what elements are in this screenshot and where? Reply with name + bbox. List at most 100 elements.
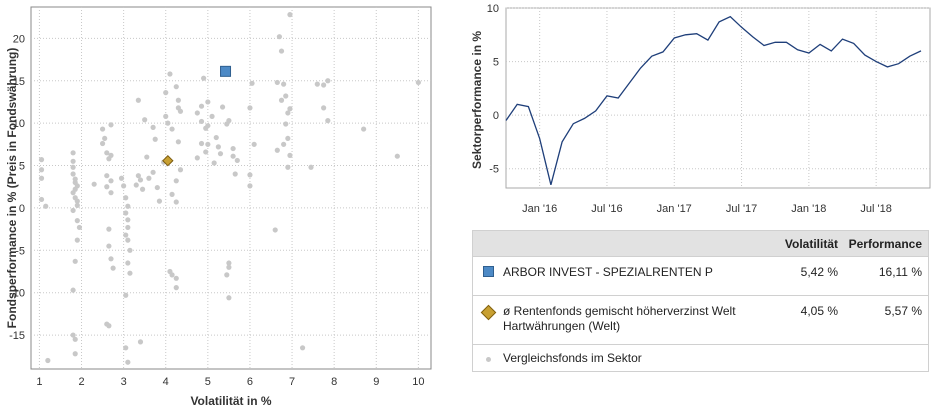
comparison-fund-point: [137, 339, 144, 345]
comparison-fund-point: [74, 237, 80, 243]
comparison-fund-point: [99, 140, 106, 147]
comparison-fund-point: [45, 357, 51, 364]
comparison-fund-point: [125, 359, 131, 365]
line-plot-area: [505, 7, 931, 189]
comparison-fund-point: [276, 34, 283, 40]
comparison-fund-point: [226, 264, 232, 270]
comparison-fund-point: [106, 243, 112, 249]
comparison-fund-point: [281, 141, 287, 147]
scatter-x-tick-label: 3: [121, 376, 127, 388]
comparison-fund-point: [198, 103, 205, 109]
comparison-fund-point: [394, 153, 400, 159]
comparison-fund-point: [125, 217, 131, 223]
comparison-fund-point: [283, 121, 289, 127]
comparison-fund-point: [125, 224, 131, 231]
comparison-fund-point: [308, 164, 314, 170]
sector-performance-line: [505, 15, 922, 185]
comparison-fund-point: [70, 190, 76, 196]
line-x-tick-label: Jul '16: [591, 203, 622, 215]
comparison-fund-point: [135, 173, 141, 179]
comparison-fund-point: [361, 126, 367, 132]
comparison-label: Vergleichsfonds im Sektor: [503, 351, 642, 365]
comparison-fund-point: [139, 186, 146, 192]
comparison-fund-point: [38, 156, 45, 163]
legend-header-row: Volatilität Performance: [473, 231, 928, 256]
legend-table: Volatilität Performance ARBOR INVEST - S…: [472, 230, 929, 372]
comparison-fund-point: [156, 198, 163, 204]
comparison-fund-point: [201, 75, 207, 81]
comparison-fund-point: [285, 110, 291, 116]
comparison-fund-point: [321, 82, 327, 88]
comparison-fund-point: [104, 173, 110, 179]
comparison-fund-point: [217, 151, 224, 157]
legend-header-volatility: Volatilität: [784, 236, 838, 251]
comparison-fund-point: [123, 232, 129, 238]
comparison-fund-point: [177, 167, 184, 173]
scatter-y-tick-label: 5: [19, 161, 25, 173]
comparison-fund-point: [205, 99, 211, 105]
comparison-fund-point: [173, 199, 179, 205]
comparison-fund-point: [154, 184, 160, 191]
line-y-tick-label: 10: [487, 3, 499, 15]
comparison-fund-point: [230, 145, 236, 152]
comparison-fund-point: [125, 237, 131, 243]
comparison-fund-point: [70, 287, 76, 293]
comparison-fund-point: [70, 150, 76, 156]
scatter-y-tick-label: 10: [13, 118, 25, 130]
scatter-comparison-points: [38, 12, 421, 365]
comparison-fund-point: [230, 153, 236, 159]
legend-header-symbol-cell: [473, 239, 503, 248]
legend-row-fund: ARBOR INVEST - SPEZIALRENTEN P 5,42 % 16…: [473, 256, 928, 295]
comparison-fund-point: [123, 195, 129, 201]
scatter-x-tick-label: 2: [78, 376, 84, 388]
comparison-fund-point: [205, 141, 211, 147]
comparison-fund-point: [173, 275, 179, 281]
average-performance: 5,57 %: [884, 304, 922, 318]
comparison-fund-point: [283, 93, 289, 99]
scatter-x-tick-label: 8: [331, 376, 337, 388]
line-y-tick-label: 0: [493, 110, 499, 122]
comparison-fund-point: [198, 140, 205, 147]
average-name-line2: Hartwährungen (Welt): [503, 319, 621, 333]
comparison-fund-point: [72, 351, 78, 357]
comparison-fund-point: [150, 124, 156, 130]
comparison-fund-point: [74, 198, 80, 204]
line-x-tick-label: Jan '16: [522, 203, 557, 215]
comparison-fund-point: [133, 182, 139, 188]
comparison-fund-point: [194, 110, 200, 116]
comparison-fund-point: [219, 104, 226, 110]
scatter-x-tick-label: 10: [412, 376, 424, 388]
scatter-chart: 1 2 3 4 5 6 7 8 9 10 -15 -10 -5 0 5 10 15 20 Volatilität…: [5, 6, 432, 408]
comparison-fund-point: [121, 183, 127, 189]
comparison-fund-point: [247, 172, 253, 178]
comparison-fund-point: [247, 105, 253, 111]
comparison-fund-point: [108, 152, 114, 158]
comparison-symbol-cell: [473, 345, 503, 362]
comparison-fund-point: [38, 196, 45, 203]
comparison-fund-point: [74, 202, 80, 208]
comparison-fund-point: [234, 157, 240, 164]
scatter-y-axis-label: Fondsperformance in % (Preis in Fondswäh…: [5, 48, 19, 329]
fund-volatility: 5,42 %: [800, 265, 838, 279]
comparison-fund-point: [278, 48, 285, 54]
comparison-fund-point: [173, 178, 179, 184]
comparison-fund-point: [125, 260, 131, 266]
comparison-fund-point: [205, 123, 211, 129]
comparison-fund-point: [127, 247, 133, 253]
comparison-fund-point: [146, 175, 152, 181]
comparison-fund-point: [247, 183, 253, 189]
comparison-fund-point: [102, 135, 108, 142]
comparison-fund-point: [249, 80, 255, 86]
comparison-fund-point: [110, 265, 116, 271]
comparison-fund-point: [144, 154, 150, 160]
scatter-y-tick-label: 20: [13, 33, 25, 45]
scatter-x-tick-labels: 1 2 3 4 5 6 7 8 9 10: [36, 376, 424, 388]
comparison-fund-point: [70, 332, 76, 338]
scatter-x-tick-label: 1: [36, 376, 42, 388]
scatter-x-axis-label: Volatilität in %: [190, 394, 271, 408]
comparison-fund-point: [99, 126, 106, 132]
comparison-fund-point: [285, 164, 291, 170]
fund-name: ARBOR INVEST - SPEZIALRENTEN P: [503, 265, 713, 279]
comparison-fund-point: [104, 184, 110, 190]
scatter-y-tick-labels: -15 -10 -5 0 5 10 15 20: [9, 33, 25, 342]
